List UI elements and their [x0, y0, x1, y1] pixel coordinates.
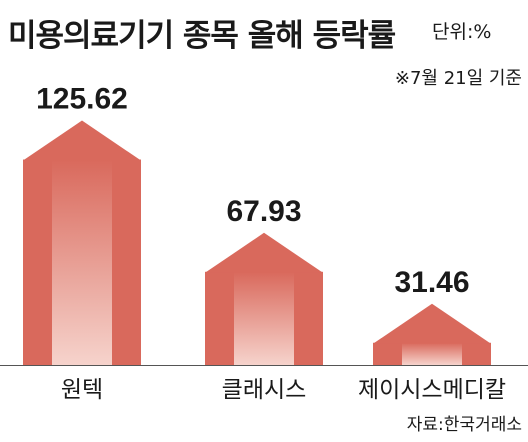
arrow-shaft-1 [52, 159, 112, 365]
source-note: 자료:한국거래소 [406, 415, 522, 435]
category-label-2: 클래시스 [222, 377, 307, 403]
arrow-shaft-2 [234, 271, 294, 365]
arrow-wing-left-3 [373, 342, 402, 365]
arrow-head-1 [23, 120, 141, 161]
arrow-wing-left-2 [205, 271, 234, 365]
category-label-1: 원텍 [61, 377, 103, 403]
category-label-3: 제이시스메디칼 [358, 377, 506, 403]
arrow-wing-right-3 [462, 342, 491, 365]
value-label-2: 67.93 [226, 195, 301, 228]
arrow-head-3 [373, 303, 491, 344]
arrow-wing-left-1 [23, 159, 52, 365]
arrow-shaft-3 [402, 342, 462, 365]
chart-title: 미용의료기기 종목 올해 등락률 [8, 18, 396, 54]
unit-label: 단위:% [432, 21, 492, 43]
value-label-1: 125.62 [36, 83, 128, 116]
value-label-3: 31.46 [394, 266, 469, 299]
date-note: ※7월 21일 기준 [394, 68, 522, 89]
arrow-head-2 [205, 232, 323, 273]
arrow-wing-right-1 [112, 159, 141, 365]
arrow-wing-right-2 [294, 271, 323, 365]
